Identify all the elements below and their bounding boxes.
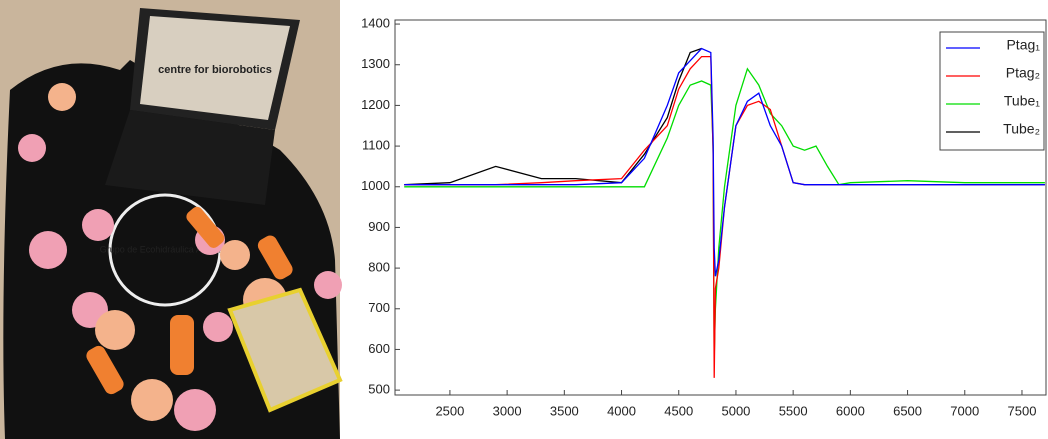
- x-tick-label: 7000: [950, 403, 979, 418]
- x-tick-label: 6000: [836, 403, 865, 418]
- legend-label: Tube₁: [1004, 93, 1040, 109]
- x-tick-label: 4000: [607, 403, 636, 418]
- y-tick-label: 1400: [361, 16, 390, 31]
- hoodie-text: Grupo de Ecohidráulica Aplicada: [100, 244, 231, 254]
- y-tick-label: 800: [368, 260, 390, 275]
- laptop-keyboard: [105, 110, 275, 205]
- x-tick-label: 3000: [493, 403, 522, 418]
- y-tick-label: 1000: [361, 178, 390, 193]
- plot-area: [394, 19, 1047, 396]
- plot: 500 600 700 800 900 1000 1100 1200 1300 1400 2500 3…: [361, 16, 1045, 418]
- y-tick-label: 700: [368, 300, 390, 315]
- series-line: [404, 67, 1045, 358]
- screen: [140, 16, 290, 120]
- box: [227, 287, 343, 413]
- x-tick-label: 3500: [550, 403, 579, 418]
- tubes: [86, 206, 293, 395]
- y-tick-label: 900: [368, 219, 390, 234]
- y-tick-label: 600: [368, 341, 390, 356]
- legend-label: Ptag₂: [1006, 65, 1040, 81]
- x-tick-label: 5500: [779, 403, 808, 418]
- screen-text: centre for biorobotics: [158, 64, 272, 76]
- legend-box: [939, 31, 1045, 151]
- y-tick-label: 500: [368, 382, 390, 397]
- x-tick-label: 7500: [1008, 403, 1037, 418]
- y-tick-label: 1200: [361, 97, 390, 112]
- x-tick-label: 4500: [664, 403, 693, 418]
- x-tick-label: 2500: [435, 403, 464, 418]
- legend-label: Ptag₁: [1006, 37, 1040, 53]
- legend-label: Tube₂: [1003, 121, 1040, 137]
- x-tick-label: 5000: [721, 403, 750, 418]
- y-tick-label: 1100: [362, 138, 390, 153]
- y-tick-label: 1300: [361, 56, 390, 71]
- photo: Grupo de Ecohidráulica Aplicada centre f…: [0, 0, 343, 439]
- series-line: [404, 47, 1045, 277]
- x-tick-label: 6500: [893, 403, 922, 418]
